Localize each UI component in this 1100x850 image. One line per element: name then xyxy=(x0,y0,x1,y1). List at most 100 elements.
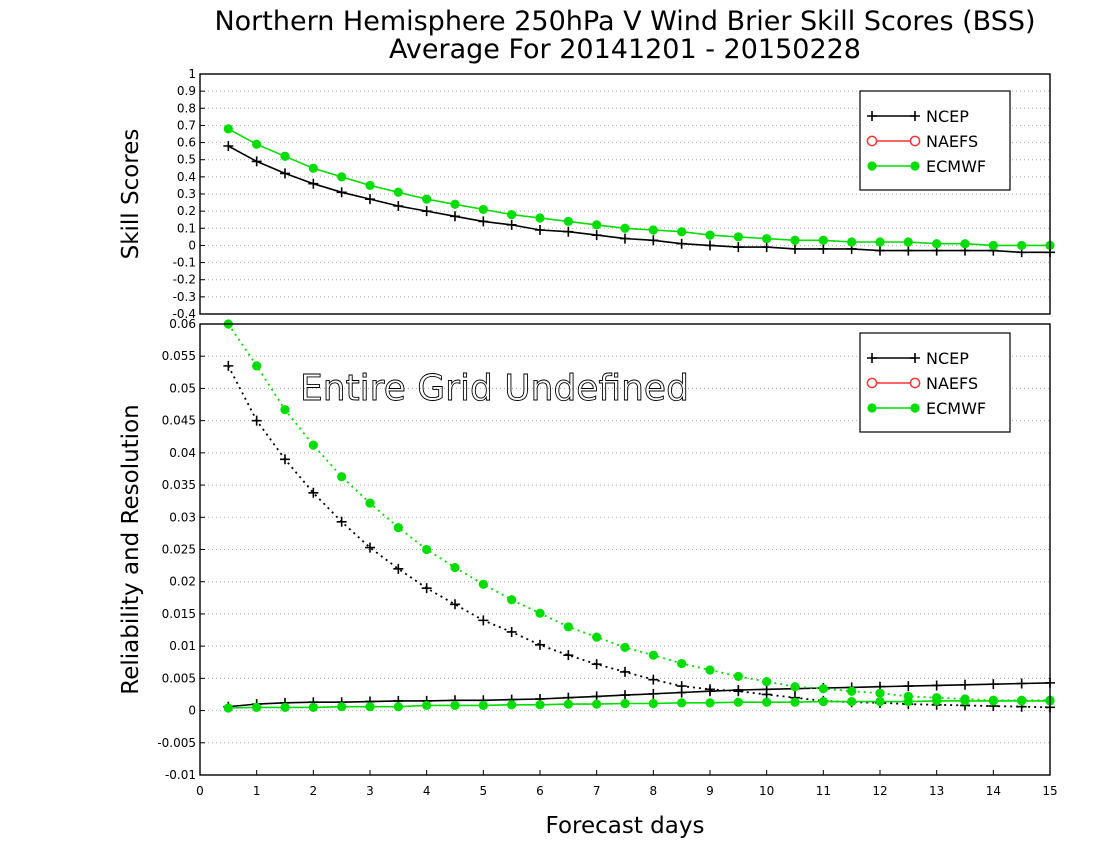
series-ncep-reliability-point xyxy=(620,690,630,701)
y-tick-label: 0.03 xyxy=(169,510,196,524)
series-ncep-resolution-point xyxy=(336,516,347,527)
series-ncep-resolution-point xyxy=(535,639,545,650)
legend-label-naefs: NAEFS xyxy=(926,132,978,151)
panel-skill-scores: -0.4 -0.3 -0.2 -0.1 0 0.1 0.2 0.3 0.4 0.5 0.6 0.7 0.… xyxy=(118,67,1055,321)
series-ncep-resolution-point xyxy=(648,674,659,685)
series-ecmwf-resolution-point xyxy=(280,405,290,415)
x-tick-label: 14 xyxy=(986,784,1001,798)
y-tick-label: 0.035 xyxy=(162,478,196,492)
series-ncep-resolution-point xyxy=(421,583,432,594)
series-ecmwf-reliability-point xyxy=(875,696,885,707)
series-ncep-resolution-point xyxy=(450,599,460,610)
y-tick-label: 0.04 xyxy=(169,446,196,460)
y-tick-label: 0.4 xyxy=(177,170,196,184)
series-ecmwf-resolution-point xyxy=(393,522,403,533)
x-tick-label: 3 xyxy=(366,784,374,798)
series-ncep-reliability-point xyxy=(988,679,999,690)
series-ecmwf-resolution-point xyxy=(648,650,658,660)
series-ncep-resolution-point xyxy=(705,684,715,695)
series-ncep-point xyxy=(365,194,375,205)
series-ecmwf-reliability-point xyxy=(705,698,715,708)
series-ncep-point xyxy=(478,216,489,227)
series-ecmwf-resolution-point xyxy=(932,693,942,703)
x-tick-label: 4 xyxy=(423,784,431,798)
y-tick-label: 0.2 xyxy=(177,204,196,218)
x-tick-label: 12 xyxy=(872,784,887,798)
series-ecmwf-reliability-point xyxy=(507,700,517,710)
series-ncep-point xyxy=(705,240,715,251)
series-ecmwf-point xyxy=(903,237,913,247)
series-ecmwf-resolution-point xyxy=(847,686,857,696)
series-ecmwf-resolution-point xyxy=(875,688,885,698)
series-ncep-point xyxy=(308,178,319,189)
legend-label-ecmwf: ECMWF xyxy=(926,399,986,418)
series-ncep-point xyxy=(251,156,262,167)
series-ncep-resolution-point xyxy=(478,615,489,626)
annotation-text: Entire Grid Undefined xyxy=(300,368,689,409)
series-ncep-resolution-point xyxy=(280,454,290,465)
series-ncep-point xyxy=(875,245,885,256)
series-ecmwf-reliability-point xyxy=(592,699,602,709)
x-axis-title: Forecast days xyxy=(546,813,705,839)
series-ecmwf-resolution-point xyxy=(450,562,460,573)
series-ncep-point xyxy=(506,219,517,230)
series-ecmwf-reliability-point xyxy=(223,703,233,713)
y-tick-label: -0.005 xyxy=(157,736,196,750)
series-ecmwf-resolution-point xyxy=(677,658,687,669)
series-ecmwf-resolution-point xyxy=(960,694,970,704)
y-tick-label: 0.01 xyxy=(169,639,196,653)
series-ncep-resolution-point xyxy=(365,542,375,553)
y-tick-label: -0.01 xyxy=(165,768,196,782)
series-ecmwf-point xyxy=(1017,240,1027,251)
series-ecmwf-reliability-point xyxy=(422,700,432,711)
chart-title-line1: Northern Hemisphere 250hPa V Wind Brier … xyxy=(214,6,1035,37)
series-ecmwf-reliability-point xyxy=(450,700,460,711)
series-ecmwf-resolution-point xyxy=(705,665,715,675)
legend-label-ecmwf: ECMWF xyxy=(926,157,986,176)
y-tick-label: -0.2 xyxy=(173,273,196,287)
series-ncep-point xyxy=(648,235,659,246)
series-ecmwf-resolution-point xyxy=(478,579,488,589)
series-ecmwf-point xyxy=(280,151,290,161)
series-ncep-resolution-point xyxy=(620,666,630,677)
legend-marker-ecmwf xyxy=(910,403,920,413)
y-tick-label: 0.055 xyxy=(162,349,196,363)
series-ecmwf-reliability-point xyxy=(818,696,828,707)
series-ecmwf-reliability-point xyxy=(280,702,290,712)
series-ecmwf-point xyxy=(337,172,347,182)
series-ecmwf-resolution-point xyxy=(563,622,573,632)
series-ncep-point xyxy=(790,243,800,254)
y-tick-label: 0.7 xyxy=(177,118,196,132)
series-ncep-resolution-point xyxy=(251,415,262,426)
legend-marker-ncep xyxy=(910,353,920,363)
series-ecmwf-point xyxy=(450,199,460,209)
series-ecmwf-point xyxy=(648,225,658,235)
series-ncep-resolution-point xyxy=(733,686,744,697)
series-ncep-point xyxy=(223,141,234,151)
series-ecmwf-resolution-point xyxy=(1017,695,1027,705)
series-ecmwf-resolution-point xyxy=(422,544,432,555)
legend: NCEP NAEFS ECMWF xyxy=(859,90,1011,191)
series-ncep-reliability-point xyxy=(931,680,942,691)
series-ecmwf-point xyxy=(677,227,687,237)
series-ncep-point xyxy=(393,201,404,211)
series-ncep-resolution-point xyxy=(506,626,517,637)
x-tick-label: 6 xyxy=(536,784,544,798)
y-tick-label: 1 xyxy=(188,67,196,81)
x-tick-label: 10 xyxy=(759,784,774,798)
series-ncep-point xyxy=(563,226,574,237)
series-ecmwf-reliability-point xyxy=(762,697,772,707)
series-ecmwf-resolution-point xyxy=(988,695,998,705)
y-tick-label: 0.025 xyxy=(162,543,196,557)
series-ncep-reliability-point xyxy=(903,681,914,692)
y-tick-label: -0.4 xyxy=(173,307,196,321)
legend-marker-naefs xyxy=(909,135,921,147)
series-ncep-resolution-point xyxy=(223,360,234,371)
series-ecmwf-resolution-point xyxy=(818,684,828,694)
series-ncep-resolution-point xyxy=(563,650,574,661)
series-ncep-point xyxy=(620,233,630,244)
legend-marker-ecmwf xyxy=(867,161,877,171)
series-ecmwf-point xyxy=(393,187,403,197)
plot-frame xyxy=(199,323,1051,776)
